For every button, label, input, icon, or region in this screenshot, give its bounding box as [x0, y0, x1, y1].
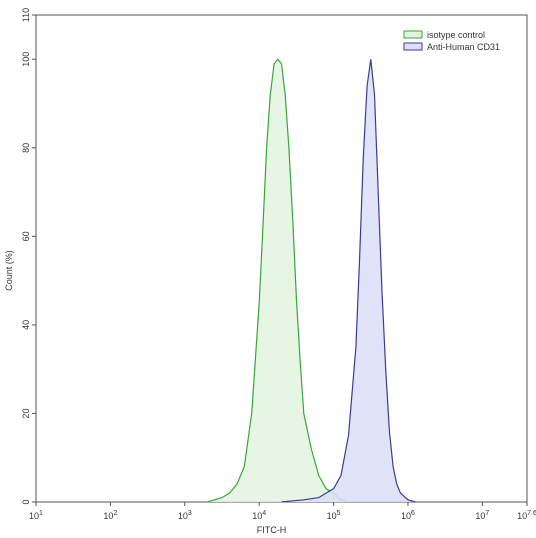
x-tick-label: 106: [401, 510, 415, 521]
x-tick-label: 103: [178, 510, 192, 521]
x-tick-label: 107: [475, 510, 489, 521]
series-line-1: [281, 59, 416, 503]
x-tick-label: 102: [103, 510, 117, 521]
y-tick-label: 20: [21, 408, 31, 418]
y-tick-label: 40: [21, 320, 31, 330]
legend: isotype control Anti-Human CD31: [403, 30, 500, 52]
x-axis-title: FITC-H: [257, 525, 287, 535]
legend-swatch-1: [403, 42, 423, 51]
x-tick-label: 107.6: [517, 510, 536, 521]
y-tick-label: 80: [21, 143, 31, 153]
legend-label-1: Anti-Human CD31: [427, 42, 500, 52]
series-area-1: [281, 59, 416, 503]
legend-label-0: isotype control: [427, 30, 485, 40]
axes-layer: 101 102 103 104 105 106 107 107.6 0 20 40 60 80 100 11…: [21, 8, 536, 521]
y-axis-title: Count (%): [4, 250, 14, 291]
y-tick-label: 60: [21, 231, 31, 241]
x-tick-label: 104: [252, 510, 266, 521]
series-area-0: [207, 59, 349, 503]
y-tick-label: 110: [21, 8, 31, 22]
legend-swatch-0: [403, 30, 423, 39]
y-tick-label: 100: [21, 52, 31, 67]
x-tick-label: 101: [29, 510, 43, 521]
series-layer: [206, 58, 416, 503]
y-tick-label: 0: [21, 499, 31, 504]
x-tick-label: 105: [327, 510, 341, 521]
series-line-0: [206, 58, 349, 503]
